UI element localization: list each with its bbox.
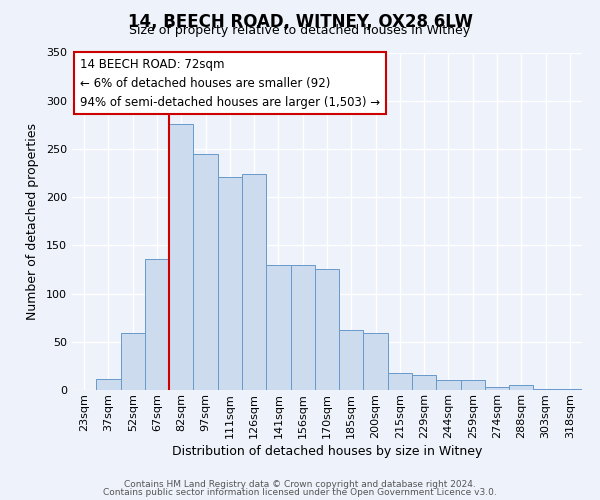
Bar <box>266 264 290 390</box>
Bar <box>533 389 558 390</box>
Bar <box>339 330 364 390</box>
Bar <box>558 389 582 390</box>
Bar <box>242 174 266 390</box>
Bar <box>485 387 509 390</box>
Text: Contains HM Land Registry data © Crown copyright and database right 2024.: Contains HM Land Registry data © Crown c… <box>124 480 476 489</box>
Bar <box>218 177 242 390</box>
Bar <box>509 385 533 390</box>
Bar <box>169 124 193 390</box>
Text: 14 BEECH ROAD: 72sqm
← 6% of detached houses are smaller (92)
94% of semi-detach: 14 BEECH ROAD: 72sqm ← 6% of detached ho… <box>80 58 380 108</box>
Bar <box>461 380 485 390</box>
Bar <box>121 333 145 390</box>
Bar <box>193 154 218 390</box>
Text: 14, BEECH ROAD, WITNEY, OX28 6LW: 14, BEECH ROAD, WITNEY, OX28 6LW <box>128 12 473 30</box>
Bar <box>436 380 461 390</box>
X-axis label: Distribution of detached houses by size in Witney: Distribution of detached houses by size … <box>172 445 482 458</box>
Bar <box>290 264 315 390</box>
Bar <box>96 380 121 390</box>
Text: Contains public sector information licensed under the Open Government Licence v3: Contains public sector information licen… <box>103 488 497 497</box>
Text: Size of property relative to detached houses in Witney: Size of property relative to detached ho… <box>130 24 470 37</box>
Bar <box>412 374 436 390</box>
Y-axis label: Number of detached properties: Number of detached properties <box>26 122 39 320</box>
Bar <box>315 270 339 390</box>
Bar <box>364 333 388 390</box>
Bar <box>388 372 412 390</box>
Bar <box>145 259 169 390</box>
